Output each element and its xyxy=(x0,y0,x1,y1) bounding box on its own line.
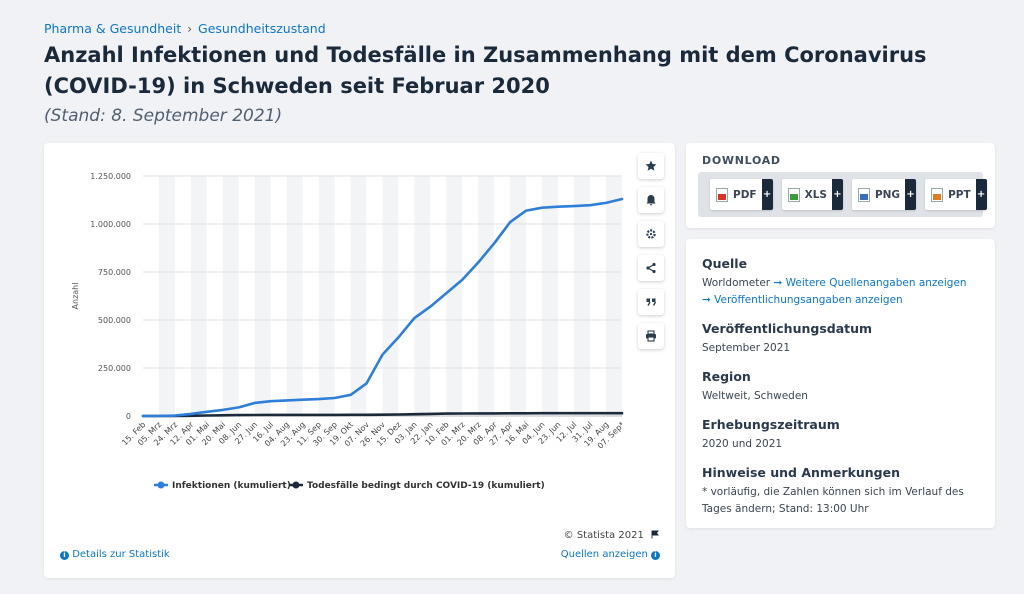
info-card: Quelle Worldometer ➞ Weitere Quellenanga… xyxy=(686,239,995,528)
source-heading: Quelle xyxy=(702,256,748,271)
copyright: © Statista 2021 xyxy=(564,530,660,541)
download-png-text: PNG xyxy=(874,188,901,201)
period-heading: Erhebungszeitraum xyxy=(702,417,840,432)
plus-icon: + xyxy=(905,179,917,210)
publication-date-heading: Veröffentlichungsdatum xyxy=(702,321,873,336)
details-link[interactable]: i Details zur Statistik xyxy=(60,549,170,560)
gear-icon xyxy=(646,229,656,239)
breadcrumb: Pharma & Gesundheit › Gesundheitszustand xyxy=(44,21,326,36)
region-heading: Region xyxy=(702,369,751,384)
plot-band xyxy=(190,176,207,416)
legend-label: Infektionen (kumuliert) xyxy=(172,481,291,491)
chart-card: 0 250.000 500.000 750.000 1.000.000 1.250.000… xyxy=(44,143,675,578)
details-link-label: Details zur Statistik xyxy=(72,549,170,560)
series-line xyxy=(141,197,624,418)
share-button[interactable] xyxy=(638,255,664,281)
cite-button[interactable] xyxy=(638,289,664,315)
plus-icon: + xyxy=(831,179,843,210)
plot-band xyxy=(542,176,559,416)
legend-marker xyxy=(157,481,165,489)
y-tick-label: 750.000 xyxy=(98,268,131,277)
plus-icon: + xyxy=(761,179,773,210)
breadcrumb-separator: › xyxy=(187,21,193,36)
download-pdf-button[interactable]: PDF + xyxy=(710,179,773,210)
source-text: Worldometer ➞ Weitere Quellenangaben anz… xyxy=(702,275,982,309)
download-ppt-button[interactable]: PPT + xyxy=(925,179,987,210)
info-icon: i xyxy=(60,551,69,560)
download-title: DOWNLOAD xyxy=(702,154,781,167)
y-tick-label: 250.000 xyxy=(98,364,131,373)
download-ppt-label: PPT xyxy=(925,179,976,210)
y-tick-label: 0 xyxy=(126,412,131,421)
sources-link[interactable]: Quellen anzeigen i xyxy=(561,549,660,560)
page-subtitle: (Stand: 8. September 2021) xyxy=(44,106,283,126)
plot-band xyxy=(574,176,591,416)
notes-text: * vorläufig, die Zahlen können sich im V… xyxy=(702,486,964,515)
plot-band xyxy=(222,176,239,416)
plot-band xyxy=(318,176,335,416)
plot-band xyxy=(606,176,622,416)
xls-file-icon xyxy=(787,187,800,202)
line-chart: 0 250.000 500.000 750.000 1.000.000 1.250.000… xyxy=(71,172,626,491)
publication-date-text: September 2021 xyxy=(702,342,791,354)
breadcrumb-link-pharma[interactable]: Pharma & Gesundheit xyxy=(44,21,182,36)
plot-band xyxy=(382,176,399,416)
legend-label: Todesfälle bedingt durch COVID-19 (kumul… xyxy=(307,481,545,491)
plot-band xyxy=(478,176,495,416)
download-ppt-text: PPT xyxy=(948,188,971,201)
pdf-file-icon xyxy=(716,187,728,202)
plot-band xyxy=(254,176,271,416)
period-text: 2020 und 2021 xyxy=(702,438,783,450)
info-body: Quelle Worldometer ➞ Weitere Quellenanga… xyxy=(702,256,982,530)
chart-toolbar xyxy=(638,153,664,349)
y-tick-label: 1.000.000 xyxy=(90,220,131,229)
download-pdf-text: PDF xyxy=(733,188,757,201)
notes-heading: Hinweise und Anmerkungen xyxy=(702,465,900,480)
y-tick-label: 500.000 xyxy=(98,316,131,325)
quote-icon xyxy=(646,298,657,306)
notification-button[interactable] xyxy=(638,187,664,213)
region-text: Weltweit, Schweden xyxy=(702,390,808,402)
plot-band xyxy=(286,176,303,416)
print-icon xyxy=(646,330,656,342)
copyright-text: © Statista 2021 xyxy=(563,530,644,541)
download-png-button[interactable]: PNG + xyxy=(851,179,917,210)
publication-info-link[interactable]: ➞ Veröffentlichungsangaben anzeigen xyxy=(702,294,903,306)
png-file-icon xyxy=(857,187,870,202)
download-xls-label: XLS xyxy=(782,179,832,210)
more-sources-link[interactable]: ➞ Weitere Quellenangaben anzeigen xyxy=(773,277,967,289)
sources-link-label: Quellen anzeigen xyxy=(560,549,648,560)
print-button[interactable] xyxy=(638,323,664,349)
download-xls-button[interactable]: XLS + xyxy=(781,179,843,210)
plot-band xyxy=(350,176,367,416)
plus-icon: + xyxy=(975,179,987,210)
plot-band xyxy=(446,176,463,416)
legend-marker xyxy=(292,481,300,489)
series-line xyxy=(141,411,624,418)
page-title: Anzahl Infektionen und Todesfälle in Zus… xyxy=(44,43,927,98)
plot-band xyxy=(510,176,527,416)
download-buttons: PDF + XLS + PNG + PPT + xyxy=(698,172,987,217)
bell-icon xyxy=(646,195,656,206)
y-tick-label: 1.250.000 xyxy=(90,172,131,181)
download-pdf-label: PDF xyxy=(710,179,762,210)
plot-band xyxy=(158,176,175,416)
favorite-button[interactable] xyxy=(638,153,664,179)
share-icon xyxy=(646,262,656,274)
breadcrumb-link-gesundheitszustand[interactable]: Gesundheitszustand xyxy=(198,21,326,36)
y-axis-label: Anzahl xyxy=(71,283,80,310)
plot-band xyxy=(414,176,431,416)
download-card: DOWNLOAD PDF + XLS + PNG + PPT + xyxy=(686,143,995,228)
info-icon: i xyxy=(651,551,660,560)
settings-button[interactable] xyxy=(638,221,664,247)
download-png-label: PNG xyxy=(852,179,905,210)
star-icon xyxy=(645,160,657,171)
flag-icon xyxy=(651,530,659,539)
ppt-file-icon xyxy=(931,187,944,202)
source-name: Worldometer xyxy=(702,277,771,289)
download-xls-text: XLS xyxy=(804,188,827,201)
